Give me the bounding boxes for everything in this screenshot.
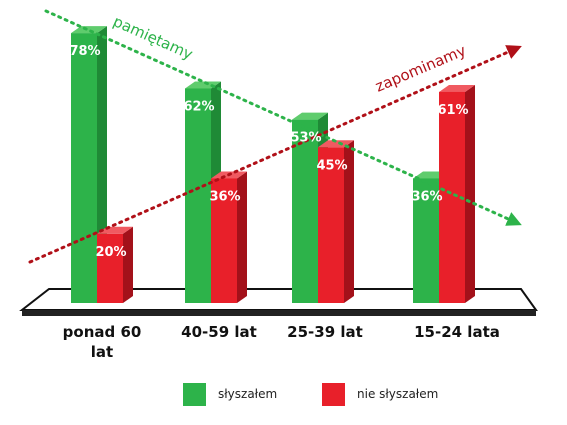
- bar-value-label: 62%: [183, 99, 214, 114]
- category-label: ponad 60 lat: [63, 323, 142, 361]
- category-label: 15-24 lata: [414, 323, 500, 341]
- legend-item-not-heard: nie słyszałem: [322, 382, 438, 406]
- bar-value-label: 36%: [411, 189, 442, 204]
- trend-line-remember: [44, 9, 522, 226]
- legend-label-heard: słyszałem: [218, 387, 278, 401]
- legend: słyszałem nie słyszałem: [0, 382, 567, 406]
- legend-item-heard: słyszałem: [183, 382, 277, 406]
- legend-swatch-heard: [183, 382, 206, 406]
- bar-value-label: 45%: [316, 158, 347, 173]
- bar-value-label: 78%: [69, 44, 100, 59]
- bar-value-label: 61%: [437, 103, 468, 118]
- bar-not-heard-2: [318, 140, 354, 303]
- category-label: 25-39 lat: [287, 323, 363, 341]
- bar-value-label: 53%: [290, 131, 321, 146]
- bar-value-label: 36%: [209, 189, 240, 204]
- bar-not-heard-0: [97, 226, 133, 303]
- category-label: 40-59 lat: [181, 323, 257, 341]
- trend-line-forget: [28, 45, 522, 264]
- bar-value-label: 20%: [95, 245, 126, 260]
- legend-swatch-not-heard: [322, 382, 345, 406]
- legend-label-not-heard: nie słyszałem: [357, 387, 439, 401]
- chart-floor-edge: [22, 310, 536, 316]
- bar-not-heard-1: [211, 171, 247, 303]
- trend-label-remember: pamiętamy: [110, 12, 195, 63]
